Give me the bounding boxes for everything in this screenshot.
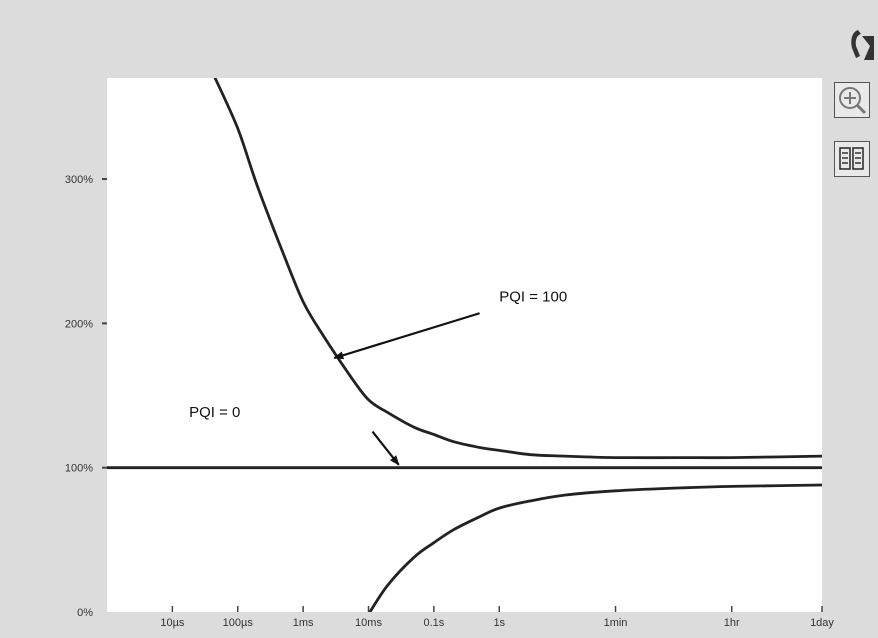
x-tick-label: 1hr — [724, 617, 740, 629]
annotation-label: PQI = 0 — [189, 404, 240, 421]
x-tick-label: 10µs — [160, 617, 185, 629]
x-tick-label: 0.1s — [423, 617, 444, 629]
y-tick-label: 0% — [77, 607, 93, 619]
columns-icon — [839, 147, 864, 170]
x-tick-label: 10ms — [355, 617, 382, 629]
series-layer — [107, 78, 822, 612]
zoom-in-icon — [839, 87, 867, 115]
x-tick-label: 1min — [604, 617, 628, 629]
annotation-layer: PQI = 100 PQI = 0 — [189, 289, 567, 466]
columns-view-button[interactable] — [834, 141, 870, 177]
series-line-pqi-100-lower — [368, 483, 822, 612]
app-logo-icon — [848, 26, 878, 62]
y-tick-label: 300% — [65, 174, 93, 186]
x-tick-label: 1ms — [293, 617, 314, 629]
annotation-arrow — [371, 430, 400, 466]
x-tick-label: 100µs — [223, 617, 254, 629]
plot-area — [107, 78, 822, 612]
zoom-in-button[interactable] — [834, 82, 870, 118]
y-tick-label: 100% — [65, 463, 93, 475]
x-tick-label: 1s — [493, 617, 505, 629]
axes: 10µs 100µs 1ms 10ms 0.1s 1s 1min 1hr 1day 0% 100% 2… — [65, 174, 835, 629]
series-line-pqi-100-upper — [213, 78, 822, 460]
x-tick-label: 1day — [810, 617, 834, 629]
y-tick-label: 200% — [65, 318, 93, 330]
annotation-label: PQI = 100 — [499, 289, 567, 306]
annotation-arrow — [333, 312, 480, 360]
